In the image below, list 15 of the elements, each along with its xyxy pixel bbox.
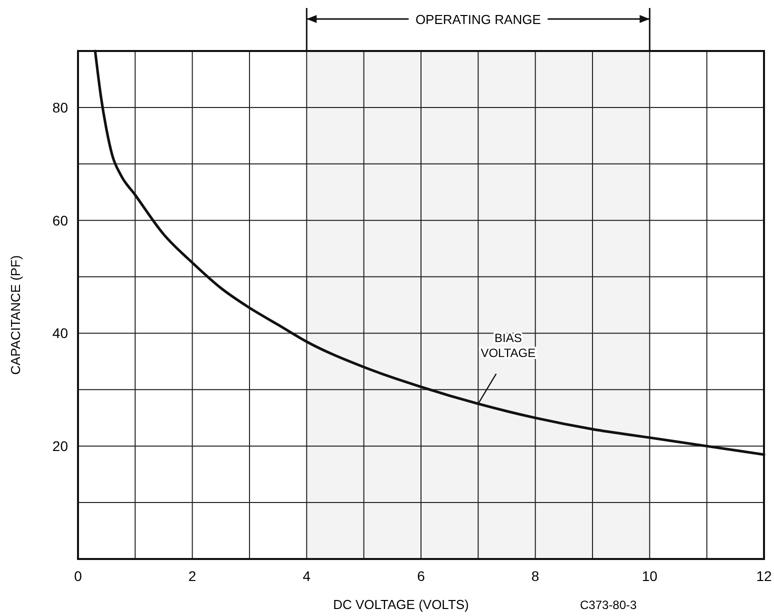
x-tick-label: 0 (74, 568, 82, 584)
y-tick-label: 60 (52, 212, 68, 228)
x-tick-label: 10 (642, 568, 658, 584)
x-tick-label: 8 (531, 568, 540, 584)
x-tick-label: 4 (302, 568, 311, 584)
x-tick-label: 6 (417, 568, 426, 584)
y-axis-title: CAPACITANCE (PF) (8, 255, 23, 375)
band-label: OPERATING RANGE (415, 12, 542, 27)
y-tick-label: 80 (52, 99, 68, 116)
x-tick-label: 12 (756, 568, 772, 584)
y-tick-label: 40 (52, 325, 68, 342)
text: C373-80-3 (580, 598, 638, 612)
x-axis-title: DC VOLTAGE (VOLTS) (333, 597, 469, 612)
x-tick-label: 2 (188, 568, 196, 584)
y-tick-label: 20 (52, 438, 68, 454)
